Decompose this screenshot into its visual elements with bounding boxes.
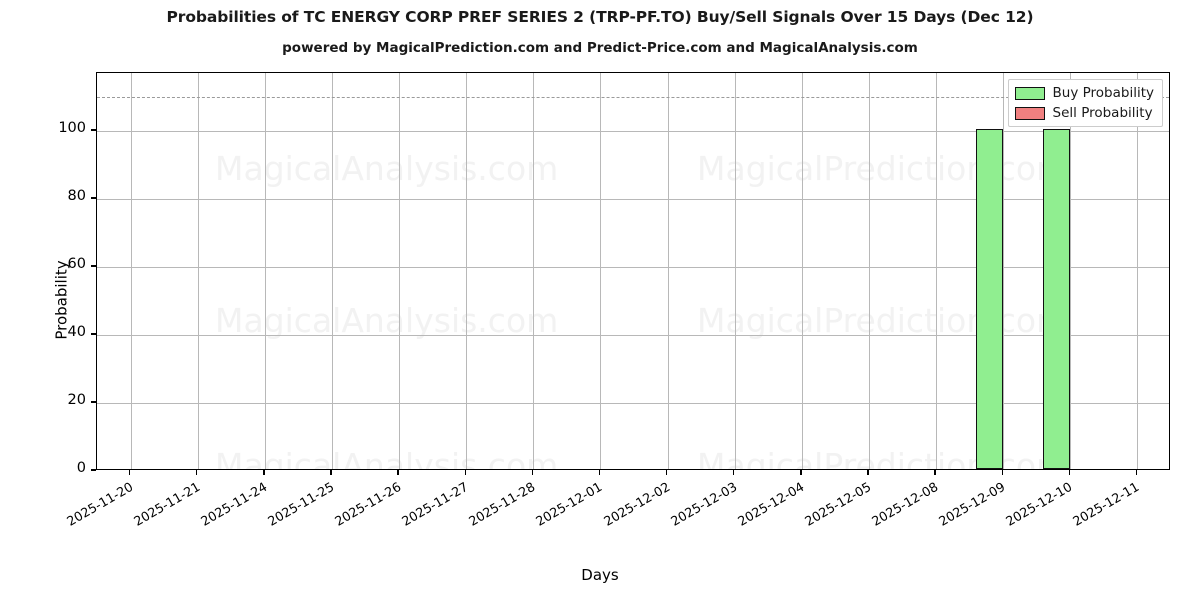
x-tick-mark bbox=[531, 470, 533, 475]
legend-swatch-icon bbox=[1014, 106, 1045, 120]
gridline-horizontal bbox=[97, 402, 1169, 404]
y-tick-label: 100 bbox=[58, 119, 86, 136]
gridline-horizontal bbox=[97, 334, 1169, 336]
chart-legend[interactable]: Buy Probability Sell Probability bbox=[1007, 79, 1163, 127]
gridline-vertical bbox=[130, 73, 132, 469]
x-tick-mark bbox=[464, 470, 466, 475]
legend-swatch-icon bbox=[1014, 86, 1045, 100]
gridline-horizontal bbox=[97, 130, 1169, 132]
y-tick-mark bbox=[91, 129, 96, 131]
watermark: MagicalAnalysis.com bbox=[215, 149, 559, 188]
x-tick-mark bbox=[800, 470, 802, 475]
chart-subtitle: powered by MagicalPrediction.com and Pre… bbox=[282, 40, 918, 56]
watermark: MagicalPrediction.com bbox=[697, 301, 1069, 340]
x-tick-mark bbox=[867, 470, 869, 475]
watermark: MagicalPrediction.com bbox=[697, 149, 1069, 188]
gridline-vertical bbox=[331, 73, 333, 469]
y-tick-mark bbox=[91, 265, 96, 267]
x-tick-mark bbox=[330, 470, 332, 475]
chart-title: Probabilities of TC ENERGY CORP PREF SER… bbox=[166, 8, 1034, 26]
gridline-vertical bbox=[1070, 73, 1072, 469]
x-tick-mark bbox=[598, 470, 601, 475]
y-tick-label: 40 bbox=[67, 323, 86, 340]
watermark: MagicalAnalysis.com bbox=[215, 446, 559, 469]
gridline-vertical bbox=[533, 73, 535, 469]
x-tick-mark bbox=[934, 470, 936, 475]
y-tick-label: 80 bbox=[67, 187, 86, 204]
gridline-vertical bbox=[600, 73, 602, 469]
bar-buy-probability-2025-12-09[interactable] bbox=[976, 128, 1004, 469]
y-tick-label: 20 bbox=[67, 391, 86, 408]
x-tick-mark bbox=[263, 470, 265, 475]
y-tick-mark bbox=[91, 197, 96, 199]
threshold-line bbox=[97, 96, 1169, 98]
gridline-vertical bbox=[264, 73, 266, 469]
gridline-vertical bbox=[936, 73, 938, 469]
gridline-vertical bbox=[801, 73, 803, 469]
x-axis-title: Days bbox=[581, 566, 619, 584]
gridline-vertical bbox=[197, 73, 199, 469]
x-tick-mark bbox=[196, 470, 198, 475]
gridline-horizontal bbox=[97, 198, 1169, 200]
x-tick-mark bbox=[665, 470, 668, 475]
plot-area: MagicalAnalysis.com MagicalPrediction.com… bbox=[96, 72, 1170, 470]
y-tick-mark bbox=[91, 401, 96, 403]
gridline-vertical bbox=[868, 73, 870, 469]
watermark: MagicalPrediction.com bbox=[697, 446, 1069, 469]
gridline-vertical bbox=[466, 73, 468, 469]
y-axis-title: Probability bbox=[52, 260, 71, 340]
y-tick-label: 60 bbox=[67, 255, 86, 272]
x-tick-mark bbox=[397, 470, 399, 475]
gridline-vertical bbox=[1003, 73, 1005, 469]
legend-label: Sell Probability bbox=[1052, 105, 1153, 121]
y-tick-mark bbox=[91, 333, 96, 335]
legend-item-buy-probability[interactable]: Buy Probability bbox=[1014, 85, 1154, 101]
gridline-vertical bbox=[1137, 73, 1139, 469]
gridline-horizontal bbox=[97, 266, 1169, 268]
legend-item-sell-probability[interactable]: Sell Probability bbox=[1014, 105, 1154, 121]
legend-label: Buy Probability bbox=[1052, 85, 1154, 101]
x-tick-mark bbox=[128, 470, 131, 475]
gridline-vertical bbox=[399, 73, 401, 469]
x-tick-mark bbox=[1135, 470, 1138, 475]
watermark: MagicalAnalysis.com bbox=[215, 301, 559, 340]
y-tick-mark bbox=[91, 469, 96, 471]
gridline-vertical bbox=[667, 73, 669, 469]
x-tick-mark bbox=[1001, 470, 1003, 475]
gridline-vertical bbox=[734, 73, 736, 469]
plot-inner: MagicalAnalysis.com MagicalPrediction.com… bbox=[97, 73, 1169, 469]
x-tick-mark bbox=[733, 470, 735, 475]
bar-buy-probability-2025-12-10[interactable] bbox=[1043, 128, 1071, 469]
y-tick-label: 0 bbox=[76, 460, 86, 476]
x-tick-mark bbox=[1068, 470, 1070, 475]
